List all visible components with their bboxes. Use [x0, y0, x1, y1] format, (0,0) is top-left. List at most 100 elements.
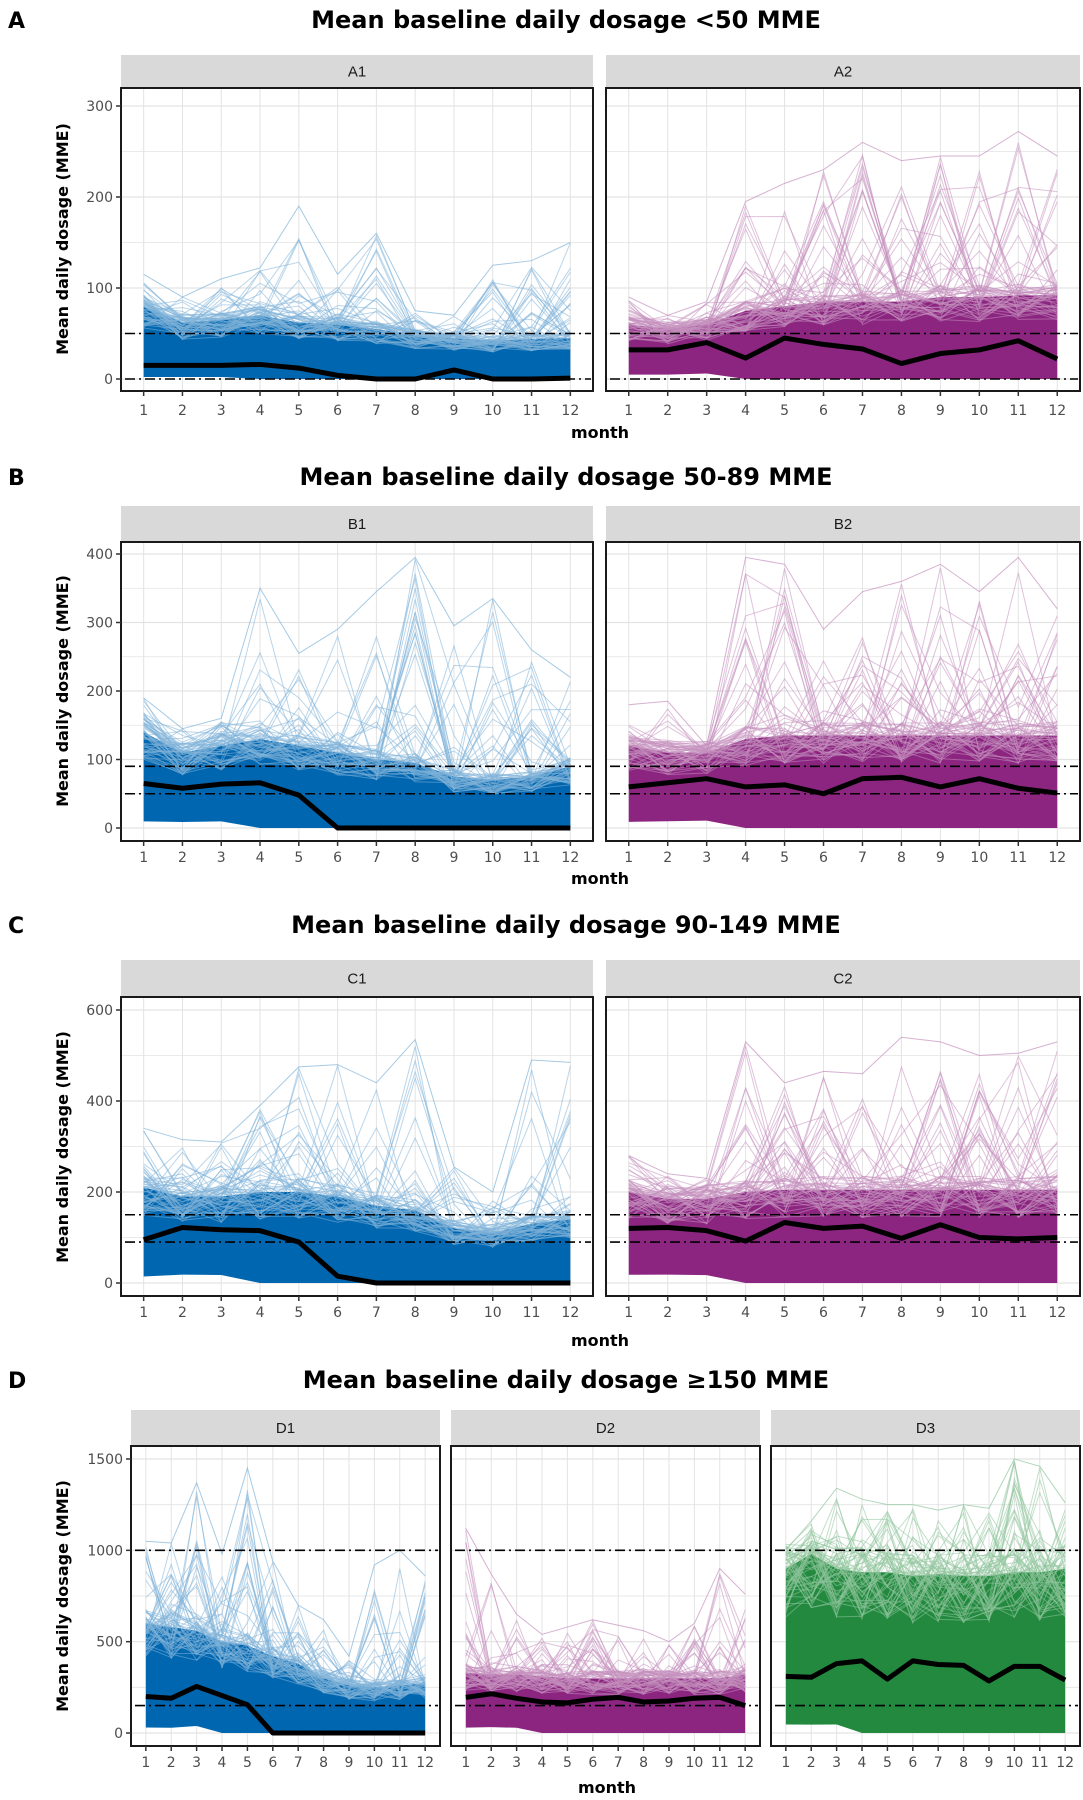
facet-strip	[771, 1410, 1080, 1446]
panel-d3: D31 2 3 4 5 6 7 8 9 10 11 12	[770, 1410, 1081, 1771]
plot-area	[771, 1446, 1080, 1746]
facet-label: A2	[834, 64, 852, 81]
mean-line	[465, 1691, 746, 1708]
x-tick-label: 6	[333, 850, 342, 866]
facet-label: C1	[347, 971, 366, 988]
x-tick-label: 12	[1048, 403, 1066, 419]
individual-trajectory	[465, 1637, 746, 1692]
individual-trajectory	[143, 683, 571, 777]
x-tick-label: 1	[141, 1755, 150, 1771]
panel-border	[120, 996, 594, 1297]
individual-trajectory	[145, 1612, 426, 1698]
individual-trajectory	[143, 612, 571, 780]
x-tick-label: 3	[217, 850, 226, 866]
trajectory-band	[628, 295, 1058, 379]
panel-border	[120, 87, 594, 392]
section-title-c: Mean baseline daily dosage 90-149 MME	[291, 911, 841, 939]
individual-trajectory	[465, 1648, 746, 1693]
y-tick-label: 0	[104, 1276, 113, 1292]
outlier-trajectory	[785, 1458, 1066, 1551]
x-tick-label: 3	[192, 1755, 201, 1771]
x-tick-label: 9	[936, 850, 945, 866]
x-tick-label: 8	[411, 1305, 420, 1321]
x-tick-label: 9	[985, 1755, 994, 1771]
x-tick-label: 3	[512, 1755, 521, 1771]
individual-trajectory	[628, 203, 1058, 343]
x-tick-label: 7	[934, 1755, 943, 1771]
section-letter-d: D	[8, 1369, 26, 1394]
x-tick-label: 2	[178, 403, 187, 419]
individual-trajectory	[628, 573, 1058, 771]
x-tick-label: 11	[523, 850, 541, 866]
x-tick-label: 11	[1009, 850, 1027, 866]
individual-trajectory	[143, 678, 571, 785]
x-axis-title-c: month	[571, 1331, 629, 1350]
facet-label: B2	[834, 516, 852, 533]
x-tick-label: 5	[780, 403, 789, 419]
x-tick-label: 3	[702, 403, 711, 419]
x-tick-label: 5	[883, 1755, 892, 1771]
x-tick-label: 12	[1056, 1755, 1074, 1771]
x-tick-label: 9	[345, 1755, 354, 1771]
x-tick-label: 4	[741, 1305, 750, 1321]
outlier-trajectory	[465, 1528, 746, 1643]
individual-trajectory	[143, 317, 571, 351]
x-tick-label: 1	[139, 1305, 148, 1321]
x-tick-label: 10	[1005, 1755, 1023, 1771]
section-d: D Mean baseline daily dosage ≥150 MME Me…	[8, 1366, 1081, 1797]
individual-trajectory	[628, 1142, 1058, 1219]
mean-line	[143, 361, 571, 382]
x-tick-label: 3	[217, 1305, 226, 1321]
x-tick-label: 1	[139, 403, 148, 419]
individual-trajectory	[785, 1516, 1066, 1616]
panel-border	[605, 87, 1081, 392]
individual-trajectory	[143, 293, 571, 348]
individual-trajectory	[465, 1581, 746, 1692]
panel-border	[605, 996, 1081, 1297]
section-c: C Mean baseline daily dosage 90-149 MME …	[8, 911, 1081, 1350]
x-tick-label: 5	[563, 1755, 572, 1771]
x-tick-label: 3	[702, 1305, 711, 1321]
y-tick-label: 1500	[87, 1452, 123, 1468]
x-tick-label: 6	[588, 1755, 597, 1771]
x-tick-label: 1	[781, 1755, 790, 1771]
plot-area	[606, 542, 1080, 841]
individual-trajectory	[145, 1565, 426, 1695]
x-tick-label: 12	[736, 1755, 754, 1771]
y-axis-title-c: Mean daily dosage (MME)	[53, 1031, 72, 1263]
mean-line	[143, 780, 571, 831]
y-tick-label: 400	[86, 547, 113, 563]
y-tick-label: 200	[86, 1185, 113, 1201]
x-tick-label: 7	[858, 1305, 867, 1321]
x-tick-label: 11	[711, 1755, 729, 1771]
outlier-trajectory	[143, 205, 571, 316]
x-tick-label: 6	[333, 403, 342, 419]
individual-trajectory	[628, 1123, 1058, 1221]
x-tick-label: 6	[268, 1755, 277, 1771]
mean-line	[785, 1658, 1067, 1684]
individual-trajectory	[628, 1107, 1058, 1221]
individual-trajectory	[628, 1106, 1058, 1214]
x-tick-label: 2	[178, 850, 187, 866]
x-tick-label: 4	[538, 1755, 547, 1771]
x-tick-label: 1	[461, 1755, 470, 1771]
y-axis-title-b: Mean daily dosage (MME)	[53, 575, 72, 807]
panel-a2: A21 2 3 4 5 6 7 8 9 10 11 12	[605, 55, 1081, 419]
x-tick-label: 12	[1048, 850, 1066, 866]
facet-label: C2	[833, 971, 852, 988]
section-b: B Mean baseline daily dosage 50-89 MME M…	[8, 463, 1081, 888]
x-tick-label: 6	[819, 850, 828, 866]
x-tick-label: 9	[450, 1305, 459, 1321]
individual-trajectory	[628, 632, 1058, 767]
facet-strip	[121, 506, 593, 542]
x-tick-label: 12	[1048, 1305, 1066, 1321]
facet-strip	[131, 1410, 440, 1446]
individual-trajectory	[143, 266, 571, 345]
x-tick-label: 7	[372, 1305, 381, 1321]
individual-trajectory	[628, 1093, 1058, 1217]
plot-area	[121, 997, 593, 1296]
